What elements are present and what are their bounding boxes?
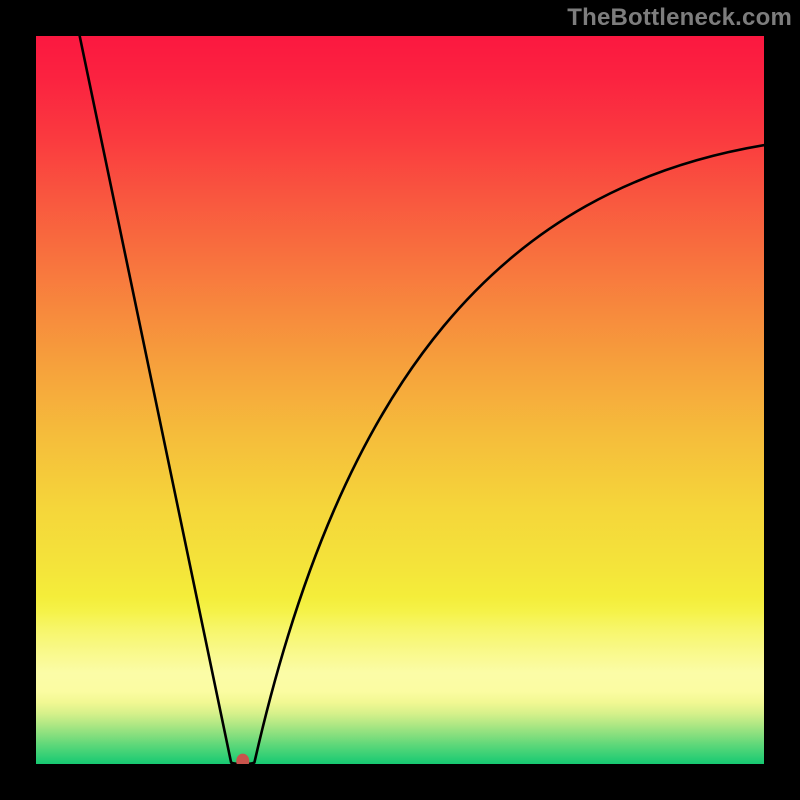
gradient-background [36,36,764,764]
chart-stage: TheBottleneck.com [0,0,800,800]
watermark-text: TheBottleneck.com [567,4,792,32]
plot-area [36,36,764,769]
bottleneck-chart [0,0,800,800]
